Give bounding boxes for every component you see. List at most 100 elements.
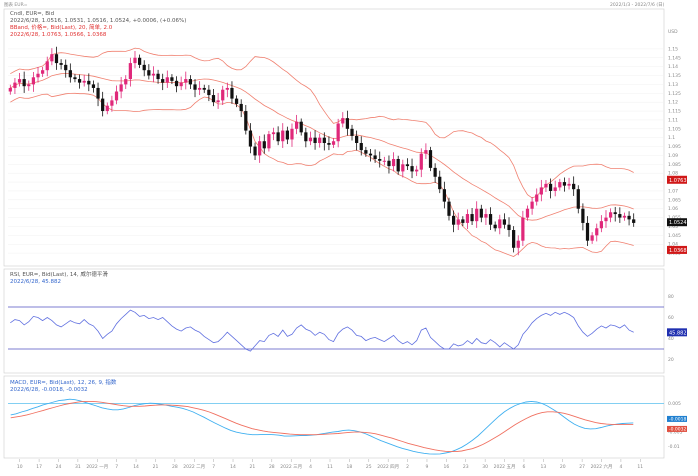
candle-body xyxy=(355,135,359,144)
signal-tag-bg xyxy=(667,425,687,432)
upper-band-tag: 1.0763 xyxy=(669,178,687,184)
price-legend-line2: 2022/6/28, 1.0516, 1.0531, 1.0516, 1.052… xyxy=(10,18,186,24)
candle-body xyxy=(8,87,12,92)
time-axis: 10 17 24 31 2022 一月 7 14 21 28 2022 二月 7 14 21 28 2022… xyxy=(17,459,643,470)
candle-body xyxy=(50,54,54,62)
candle-body xyxy=(276,132,280,142)
x-tick-label: 30 xyxy=(482,464,488,470)
rsi-y-tick-label: 80 xyxy=(668,294,674,300)
candle-body xyxy=(585,222,590,241)
candle-body xyxy=(539,187,543,195)
candle-body xyxy=(484,214,488,218)
candle-body xyxy=(553,187,557,191)
candle-body xyxy=(184,79,188,83)
price-y-tick-label: 1.095 xyxy=(668,144,681,150)
bband-middle-line xyxy=(10,73,634,221)
price-y-tick-label: 1.11 xyxy=(668,117,678,123)
candle-body xyxy=(174,80,179,87)
candle-body xyxy=(502,219,507,225)
candle-body xyxy=(618,214,622,218)
candle-body xyxy=(405,164,410,167)
candle-body xyxy=(73,77,77,80)
candle-body xyxy=(632,219,636,223)
candle-body xyxy=(313,137,317,144)
price-y-tick-label: 1.14 xyxy=(668,64,678,70)
candle-body xyxy=(31,77,36,85)
x-tick-label: 28 xyxy=(172,464,178,470)
signal-tag: -0.0032 xyxy=(669,426,687,432)
upper-band-tag-bg xyxy=(667,175,687,184)
candle-body xyxy=(91,84,96,88)
candle-body xyxy=(304,132,308,142)
macd-legend-line1: MACD, EUR=, Bid(Last), 12, 26, 9, 指数 xyxy=(10,378,117,386)
candle-body xyxy=(225,87,229,90)
candlesticks xyxy=(8,46,636,256)
x-tick-label: 16 xyxy=(443,464,449,470)
candle-body xyxy=(410,166,414,172)
price-legend-line1: Cndl, EUR=, Bid xyxy=(10,11,54,17)
x-tick-label: 23 xyxy=(463,464,469,470)
candle-body xyxy=(151,73,156,76)
candle-body xyxy=(17,79,22,83)
candle-body xyxy=(576,189,580,209)
rsi-y-tick-label: 20 xyxy=(668,357,674,363)
bband-upper-line xyxy=(10,47,634,199)
candle-body xyxy=(82,80,86,83)
candle-body xyxy=(415,169,419,172)
candle-body xyxy=(96,87,100,99)
rsi-legend-line2: 2022/6/28, 45.882 xyxy=(10,279,61,285)
bollinger-bands xyxy=(10,47,634,257)
candle-body xyxy=(101,98,105,112)
candle-body xyxy=(378,158,382,161)
candle-body xyxy=(248,130,253,147)
macd-plot: 0.0050.0-0.005-0.01-0.0018-0.0032 xyxy=(8,398,687,455)
bband-legend-line1: BBand, 价格=, Bid(Last), 20, 简单, 2.0 xyxy=(10,23,113,31)
candle-body xyxy=(396,158,400,172)
bband-lower-line xyxy=(10,92,634,257)
candle-body xyxy=(170,77,174,81)
candle-body xyxy=(516,240,520,248)
candle-body xyxy=(156,73,160,80)
macd-legend-line2: 2022/6/28, -0.0018, -0.0032 xyxy=(10,387,88,393)
candle-body xyxy=(45,61,49,71)
last-price-tag: 1.0524 xyxy=(669,220,687,226)
x-tick-label: 9 xyxy=(426,464,429,470)
x-tick-label: 20 xyxy=(560,464,566,470)
price-y-tick-label: 1.08 xyxy=(668,171,678,177)
rsi-plot: 80 60 40 20 45.882 xyxy=(8,294,687,363)
candle-body xyxy=(202,87,206,90)
price-y-tick-label: 1.145 xyxy=(668,55,681,61)
candle-body xyxy=(622,215,627,218)
candle-body xyxy=(627,215,631,220)
candle-body xyxy=(572,183,576,190)
x-tick-label: 17 xyxy=(36,464,42,470)
x-tick-label: 2022 五月 xyxy=(494,464,516,470)
price-y-tick-label: 1.085 xyxy=(668,162,681,168)
price-y-tick-label: 1.135 xyxy=(668,73,681,79)
header-date-range: 2022/1/3 - 2022/7/6 (日) xyxy=(610,2,665,8)
candle-body xyxy=(179,82,183,87)
x-tick-label: 2022 三月 xyxy=(280,464,302,470)
candle-body xyxy=(142,64,146,71)
candle-body xyxy=(253,146,257,156)
candle-body xyxy=(488,214,493,225)
candle-body xyxy=(68,70,72,78)
price-y-tick-label: 1.12 xyxy=(668,100,678,106)
candle-body xyxy=(110,100,114,106)
x-tick-label: 11 xyxy=(327,464,333,470)
candle-body xyxy=(387,160,391,167)
x-tick-label: 21 xyxy=(250,464,256,470)
candle-body xyxy=(54,54,59,64)
rsi-panel-frame xyxy=(3,268,665,374)
price-y-tick-label: 1.13 xyxy=(668,82,678,88)
candle-body xyxy=(548,183,553,191)
candle-body xyxy=(479,208,483,218)
candle-body xyxy=(77,79,82,83)
candle-body xyxy=(322,137,326,144)
candle-body xyxy=(165,77,169,83)
macd-line xyxy=(10,398,634,455)
candle-body xyxy=(114,91,119,101)
x-tick-label: 6 xyxy=(523,464,526,470)
